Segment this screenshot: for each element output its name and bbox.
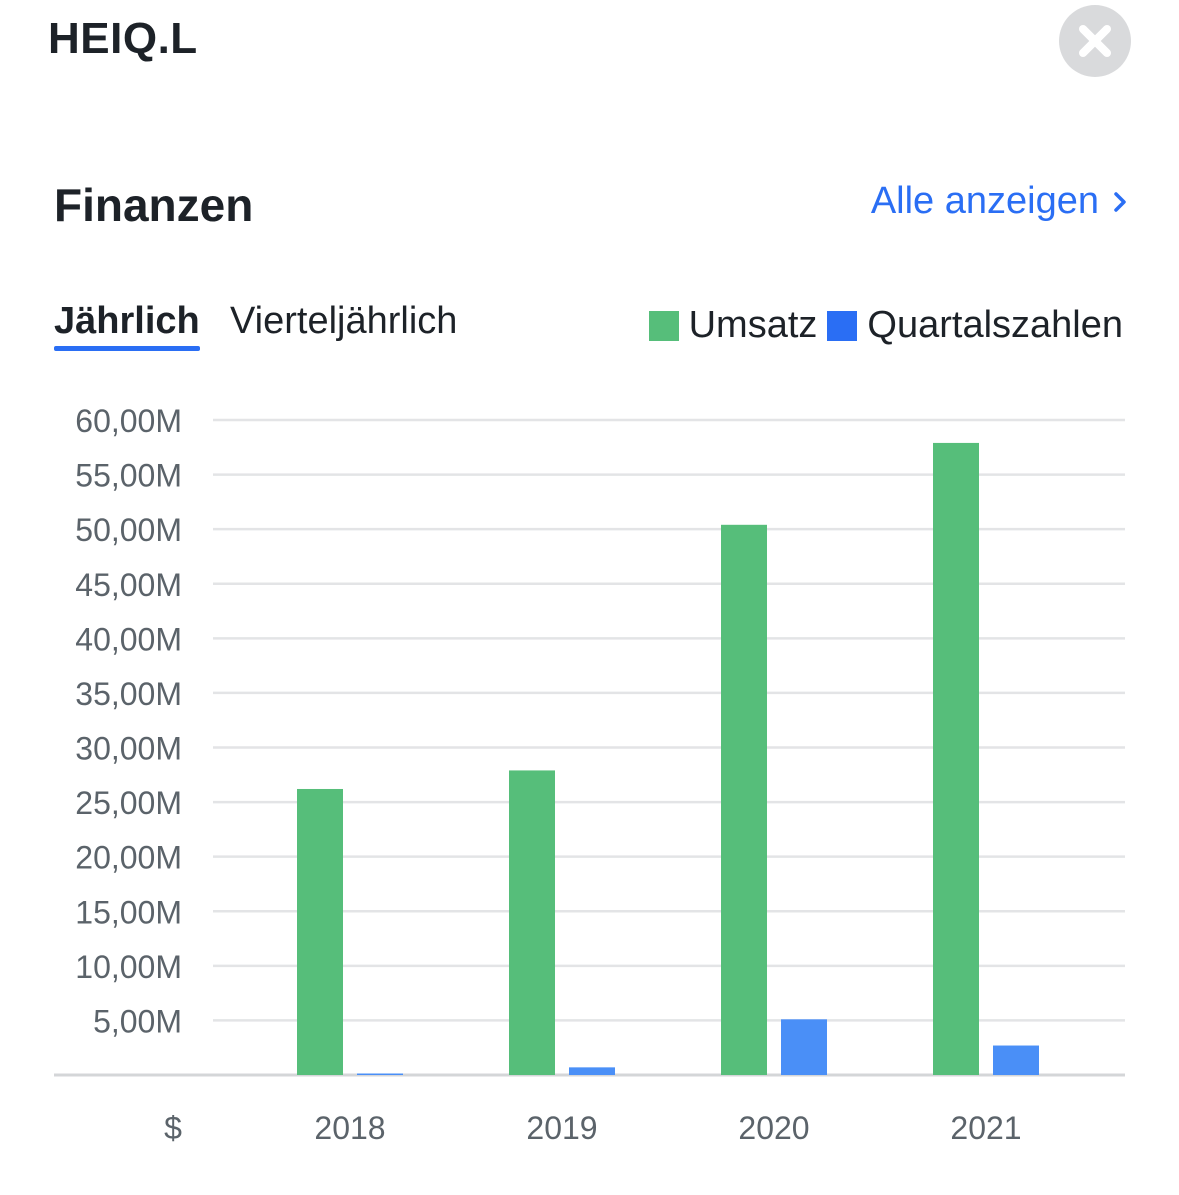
bar-earnings-2021 [993, 1045, 1039, 1075]
currency-label: $ [164, 1110, 182, 1146]
ticker-symbol: HEIQ.L [48, 14, 198, 63]
legend-swatch-revenue [648, 310, 679, 341]
y-tick-label: 15,00M [75, 894, 182, 930]
bar-earnings-2019 [569, 1067, 615, 1075]
x-tick-label: 2021 [950, 1110, 1021, 1146]
bar-chart: 5,00M 10,00M 15,00M 20,00M 25,00M 30,00M 35,00… [54, 403, 1125, 1146]
bar-revenue-2018 [297, 788, 343, 1075]
bar-revenue-2020 [721, 524, 767, 1075]
tab-quarterly[interactable]: Vierteljährlich [230, 300, 458, 342]
y-tick-label: 35,00M [75, 676, 182, 712]
y-tick-label: 25,00M [75, 785, 182, 821]
see-all-link[interactable]: Alle anzeigen [871, 180, 1127, 223]
close-button[interactable] [1059, 5, 1131, 77]
x-tick-label: 2019 [526, 1110, 597, 1146]
y-tick-label: 40,00M [75, 621, 182, 657]
legend-label-revenue: Umsatz [688, 304, 818, 346]
y-tick-label: 20,00M [75, 840, 182, 876]
x-tick-label: 2018 [314, 1110, 385, 1146]
x-tick-label: 2020 [738, 1110, 809, 1146]
bar-revenue-2019 [509, 770, 555, 1075]
y-tick-label: 60,00M [75, 403, 182, 439]
legend-item-earnings: Quartalszahlen [827, 304, 1123, 347]
bar-earnings-2020 [781, 1019, 827, 1075]
section-title: Finanzen [54, 179, 254, 231]
see-all-label: Alle anzeigen [870, 180, 1099, 222]
chart-legend: Umsatz Quartalszahlen [639, 304, 1123, 347]
legend-label-earnings: Quartalszahlen [867, 304, 1123, 346]
y-tick-label: 45,00M [75, 567, 182, 603]
bar-revenue-2021 [933, 442, 979, 1075]
tab-annual[interactable]: Jährlich [54, 300, 200, 351]
chevron-right-icon [1114, 191, 1126, 212]
legend-item-revenue: Umsatz [648, 304, 818, 347]
bar-earnings-2018 [357, 1073, 403, 1075]
y-tick-label: 10,00M [75, 949, 182, 985]
y-tick-label: 50,00M [75, 512, 182, 548]
y-tick-label: 5,00M [93, 1003, 182, 1039]
legend-swatch-earnings [827, 310, 858, 341]
close-icon [1079, 25, 1111, 57]
y-tick-label: 55,00M [75, 458, 182, 494]
y-tick-label: 30,00M [75, 731, 182, 767]
